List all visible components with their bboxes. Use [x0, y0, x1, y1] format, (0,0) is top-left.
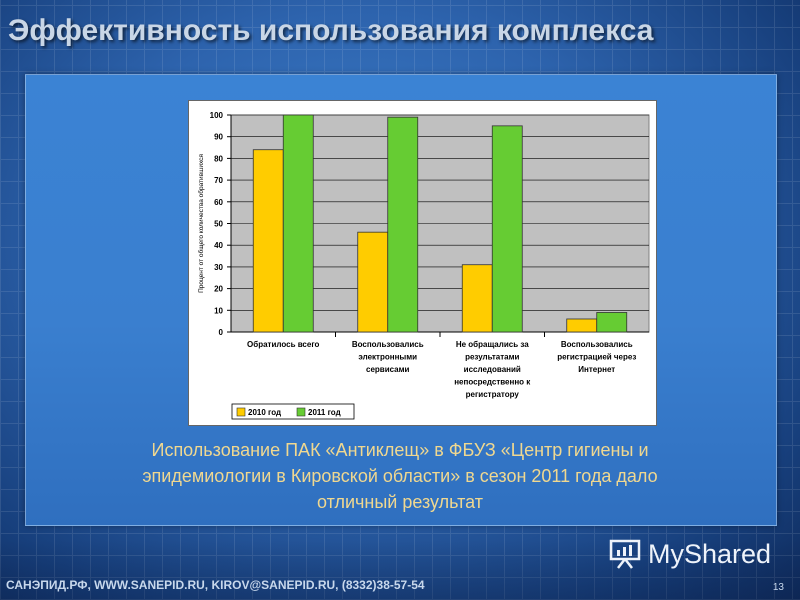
bar	[387, 116, 419, 333]
bar-chart-svg: 0 10 20 30 40 50 60 70 80 90 100 Процент от общего …	[197, 111, 650, 420]
bar	[357, 231, 389, 333]
y-tick-label: 80	[214, 154, 223, 163]
x-category-label: Интернет	[578, 365, 615, 374]
slide-title: Эффективность использования комплекса	[8, 14, 654, 47]
footer-contacts: САНЭПИД.РФ, WWW.SANEPID.RU, KIROV@SANEPI…	[6, 578, 425, 592]
bar	[596, 312, 628, 333]
y-tick-label: 70	[214, 176, 223, 185]
x-category-label: результатами	[465, 353, 519, 362]
y-tick-label: 30	[214, 263, 223, 272]
caption-line: эпидемиологии в Кировской области» в сез…	[142, 466, 658, 486]
y-tick-label: 50	[214, 220, 223, 229]
legend-swatch	[236, 407, 246, 417]
y-tick-label: 10	[214, 306, 223, 315]
brand-name: MyShared	[648, 538, 772, 569]
caption-line: Использование ПАК «Антиклещ» в ФБУЗ «Цен…	[151, 440, 649, 460]
bar	[461, 264, 493, 333]
x-category-label: исследований	[464, 365, 521, 374]
caption-line: отличный результат	[317, 492, 483, 512]
caption: Использование ПАК «Антиклещ» в ФБУЗ «Цен…	[60, 437, 740, 515]
brand-logo: MyShared	[608, 537, 771, 571]
x-category-label: Воспользовались	[561, 340, 633, 349]
x-category-label: сервисами	[366, 365, 410, 374]
legend-swatch	[296, 407, 306, 417]
x-category-label: Не обращались за	[456, 340, 529, 349]
y-axis-label: Процент от общего количества обратившихс…	[197, 154, 205, 293]
y-tick-label: 40	[214, 241, 223, 250]
x-category-label: Воспользовались	[352, 340, 424, 349]
legend-label: 2011 год	[308, 408, 341, 417]
bottom-band	[0, 540, 800, 600]
y-tick-label: 90	[214, 133, 223, 142]
bar	[491, 125, 523, 333]
y-tick-label: 60	[214, 198, 223, 207]
bar	[252, 149, 284, 333]
x-category-label: регистрацией через	[557, 353, 636, 362]
y-tick-label: 100	[210, 111, 224, 120]
chart: 0 10 20 30 40 50 60 70 80 90 100 Процент от общего …	[188, 100, 657, 426]
legend-box	[231, 403, 355, 420]
presentation-board-icon	[609, 539, 641, 569]
y-tick-label: 20	[214, 285, 223, 294]
x-category-label: электронными	[358, 353, 417, 362]
x-category-label: Обратилось всего	[247, 340, 320, 349]
bar	[566, 318, 598, 333]
y-tick-label: 0	[219, 328, 224, 337]
x-category-label: регистратору	[466, 390, 520, 399]
bar	[282, 114, 314, 333]
legend-label: 2010 год	[248, 408, 281, 417]
x-category-label: непосредственно к	[454, 378, 531, 387]
page-number: 13	[772, 582, 784, 593]
